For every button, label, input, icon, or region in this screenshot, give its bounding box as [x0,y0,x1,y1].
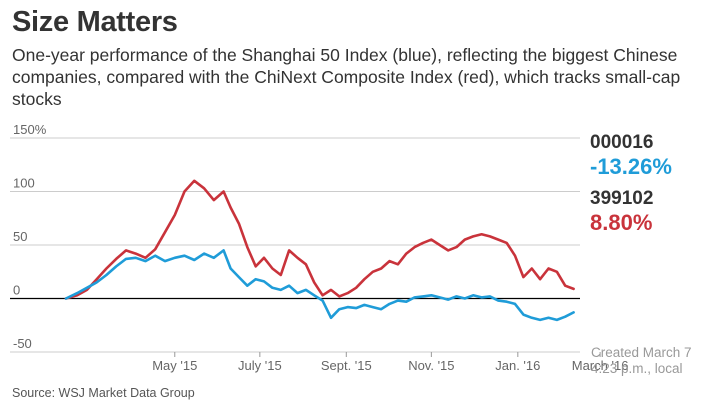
y-tick-label: -50 [13,336,32,351]
created-timestamp: Created March 7 4:23 p.m., local [591,345,692,377]
x-tick-label: March '16 [572,358,629,373]
source-note: Source: WSJ Market Data Group [12,386,195,400]
x-tick-label: July '15 [238,358,282,373]
created-line-2: 4:23 p.m., local [591,361,683,376]
x-axis-ticks: May '15 July '15 Sept. '15 Nov. '15 Jan. '16… [152,352,628,373]
chart-subtitle: One-year performance of the Shanghai 50 … [12,45,681,109]
legend-red: 399102 8.80% [590,188,653,236]
x-tick-label: Sept. '15 [321,358,372,373]
y-axis-ticks: 150% 100 50 0 -50 [13,122,47,351]
chart-title: Size Matters [12,6,178,38]
gridlines [10,137,580,353]
series-line-000016 [64,249,575,322]
y-tick-label: 100 [13,176,35,191]
series-lines [64,179,575,322]
x-tick-label: Nov. '15 [408,358,454,373]
y-tick-label: 50 [13,229,27,244]
y-tick-label: 150% [13,122,47,137]
legend-red-code: 399102 [590,188,654,209]
x-tick-label: May '15 [152,358,197,373]
legend-blue-value: -13.26% [590,154,672,179]
x-tick-label: Jan. '16 [495,358,540,373]
legend-blue-code: 000016 [590,132,654,153]
y-tick-label: 0 [13,283,20,298]
created-line-1: Created March 7 [591,345,692,360]
legend-red-value: 8.80% [590,210,653,235]
legend-blue: 000016 -13.26% [590,132,672,180]
series-line-399102 [64,179,575,300]
